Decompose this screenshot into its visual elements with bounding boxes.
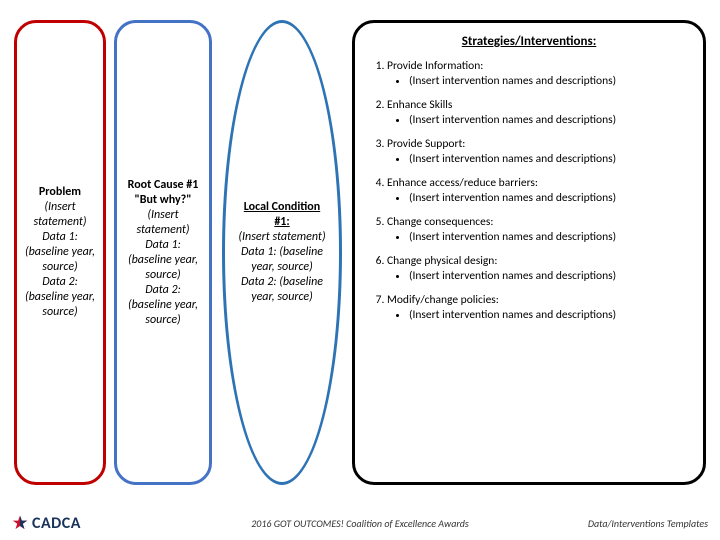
root-cause-title: Root Cause #1 <box>123 178 203 193</box>
root-cause-box: Root Cause #1 "But why?" (Insert stateme… <box>114 20 212 485</box>
strategy-label-7: Modify/change policies: <box>387 293 499 307</box>
problem-title: Problem <box>23 185 97 200</box>
strategies-box: Strategies/Interventions: Provide Inform… <box>352 20 706 485</box>
strategy-bullet-2: (Insert intervention names and descripti… <box>409 113 689 129</box>
local-condition-line-2: Data 1: (baseline year, source) <box>235 245 329 275</box>
problem-line-2: Data 1: (baseline year, source) <box>23 230 97 275</box>
strategy-label-6: Change physical design: <box>387 254 497 268</box>
strategy-label-5: Change consequences: <box>387 215 493 229</box>
local-condition-title: Local Condition #1: <box>235 200 329 230</box>
footer-right: Data/Interventions Templates <box>588 517 708 530</box>
strategy-item-6: Change physical design: (Insert interven… <box>387 254 689 285</box>
strategy-item-4: Enhance access/reduce barriers: (Insert … <box>387 176 689 207</box>
strategy-item-7: Modify/change policies: (Insert interven… <box>387 293 689 324</box>
footer: CADCA 2016 GOT OUTCOMES! Coalition of Ex… <box>0 512 720 534</box>
strategy-bullet-5: (Insert intervention names and descripti… <box>409 230 689 246</box>
root-cause-subtitle: "But why?" <box>123 193 203 208</box>
strategy-label-4: Enhance access/reduce barriers: <box>387 176 538 190</box>
strategy-bullet-6: (Insert intervention names and descripti… <box>409 269 689 285</box>
root-cause-line-1: (Insert statement) <box>123 208 203 238</box>
strategy-item-2: Enhance Skills (Insert intervention name… <box>387 98 689 129</box>
local-condition-ellipse: Local Condition #1: (Insert statement) D… <box>222 20 342 485</box>
strategies-title: Strategies/Interventions: <box>369 33 689 51</box>
strategy-label-2: Enhance Skills <box>387 98 452 112</box>
problem-line-1: (Insert statement) <box>23 200 97 230</box>
strategy-label-3: Provide Support: <box>387 137 465 151</box>
star-icon <box>12 515 28 531</box>
strategy-bullet-4: (Insert intervention names and descripti… <box>409 191 689 207</box>
strategy-bullet-3: (Insert intervention names and descripti… <box>409 152 689 168</box>
strategy-item-3: Provide Support: (Insert intervention na… <box>387 137 689 168</box>
footer-center: 2016 GOT OUTCOMES! Coalition of Excellen… <box>251 517 469 530</box>
cadca-logo: CADCA <box>12 514 81 533</box>
root-cause-line-3: Data 2: (baseline year, source) <box>123 283 203 328</box>
strategy-bullet-7: (Insert intervention names and descripti… <box>409 308 689 324</box>
strategy-item-1: Provide Information: (Insert interventio… <box>387 59 689 90</box>
problem-line-3: Data 2: (baseline year, source) <box>23 275 97 320</box>
root-cause-line-2: Data 1: (baseline year, source) <box>123 238 203 283</box>
strategy-item-5: Change consequences: (Insert interventio… <box>387 215 689 246</box>
local-condition-line-3: Data 2: (baseline year, source) <box>235 275 329 305</box>
diagram-canvas: Problem (Insert statement) Data 1: (base… <box>0 0 720 540</box>
local-condition-line-1: (Insert statement) <box>235 230 329 245</box>
cadca-logo-text: CADCA <box>32 514 81 533</box>
strategy-label-1: Provide Information: <box>387 59 483 73</box>
strategies-list: Provide Information: (Insert interventio… <box>369 59 689 324</box>
problem-box: Problem (Insert statement) Data 1: (base… <box>14 20 106 485</box>
strategy-bullet-1: (Insert intervention names and descripti… <box>409 74 689 90</box>
